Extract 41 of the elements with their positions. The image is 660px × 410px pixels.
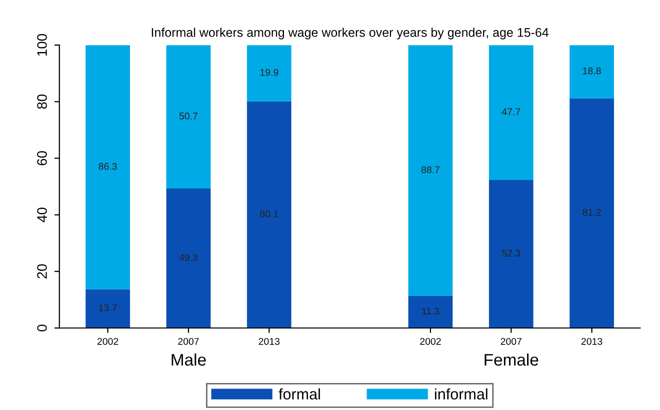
data-label: 18.8 — [583, 67, 601, 74]
chart-title: Informal workers among wage workers over years by gender, age 15-64 — [152, 28, 549, 40]
y-tick-label: 80 — [37, 94, 47, 109]
bar — [166, 188, 211, 328]
bar — [570, 45, 614, 98]
data-label: 49.3 — [179, 254, 198, 261]
x-tick-label: 2007 — [500, 338, 522, 345]
data-label: 80.1 — [260, 210, 278, 218]
y-tick-label: 20 — [37, 264, 47, 278]
x-tick-label: 2013 — [258, 338, 280, 345]
x-tick-label: 2013 — [581, 338, 602, 345]
legend-label: formal — [278, 388, 320, 400]
y-tick-label: 40 — [37, 208, 47, 222]
data-label: 47.7 — [502, 108, 520, 116]
bar — [166, 45, 211, 189]
x-tick-label: 2002 — [97, 338, 118, 345]
legend-label: informal — [435, 388, 488, 400]
bar — [408, 296, 453, 328]
bar — [408, 45, 453, 296]
y-tick-label: 0 — [37, 324, 47, 332]
data-label: 50.7 — [179, 112, 198, 120]
bar — [570, 98, 614, 328]
data-label: 86.3 — [98, 162, 117, 170]
text: Male — [172, 353, 206, 366]
bar — [488, 45, 534, 180]
data-label: 81.2 — [582, 208, 601, 216]
y-tick-label: 60 — [37, 151, 47, 166]
bar — [246, 45, 292, 102]
y-tick-label: 100 — [37, 34, 47, 56]
bar — [86, 289, 130, 328]
data-label: 11.3 — [422, 308, 440, 315]
x-tick-label: 2002 — [420, 338, 441, 345]
x-tick-label: 2007 — [178, 338, 199, 345]
data-label: 19.9 — [260, 68, 278, 76]
data-label: 52.3 — [502, 250, 520, 257]
bar — [246, 101, 292, 328]
bar — [86, 45, 130, 290]
text: Female — [484, 353, 538, 366]
bar — [488, 180, 534, 328]
data-label: 88.7 — [421, 166, 440, 174]
data-label: 13.7 — [99, 304, 117, 312]
